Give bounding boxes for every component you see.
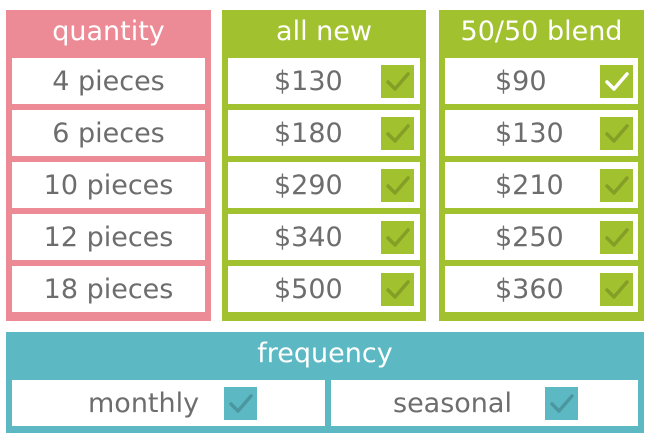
checkmark-icon[interactable] [224,387,257,420]
blend-row: $210 [445,162,638,208]
price-label: $360 [495,274,564,305]
checkmark-icon[interactable] [545,387,578,420]
quantity-row: 4 pieces [12,58,205,104]
frequency-option-seasonal: seasonal [331,380,638,426]
checkmark-icon[interactable] [600,169,633,202]
blend-row: $90 [445,58,638,104]
checkmark-icon[interactable] [381,221,414,254]
quantity-row: 6 pieces [12,110,205,156]
quantity-label: 4 pieces [52,66,165,97]
quantity-panel: quantity 4 pieces 6 pieces 10 pieces 12 … [6,10,211,321]
all-new-row: $130 [228,58,420,104]
price-label: $90 [495,66,547,97]
frequency-panel: frequency monthly seasonal [6,332,644,433]
all-new-panel: all new $130 $180 $290 $340 $500 [222,10,426,321]
quantity-label: 18 pieces [43,274,174,305]
all-new-row: $500 [228,266,420,312]
blend-row: $130 [445,110,638,156]
quantity-header: quantity [52,16,165,47]
quantity-row: 18 pieces [12,266,205,312]
blend-panel: 50/50 blend $90 $130 $210 $250 $360 [439,10,644,321]
quantity-row: 10 pieces [12,162,205,208]
quantity-label: 10 pieces [43,170,174,201]
price-label: $130 [274,66,343,97]
price-label: $500 [274,274,343,305]
all-new-header: all new [276,16,372,47]
price-label: $290 [274,170,343,201]
all-new-row: $180 [228,110,420,156]
checkmark-icon[interactable] [600,221,633,254]
quantity-row: 12 pieces [12,214,205,260]
checkmark-icon[interactable] [600,117,633,150]
checkmark-icon[interactable] [381,117,414,150]
frequency-label: monthly [88,388,200,419]
checkmark-icon[interactable] [381,169,414,202]
checkmark-icon[interactable] [381,65,414,98]
checkmark-icon[interactable] [381,273,414,306]
frequency-label: seasonal [393,388,512,419]
frequency-header: frequency [257,338,393,369]
frequency-option-monthly: monthly [12,380,325,426]
price-label: $180 [274,118,343,149]
price-label: $340 [274,222,343,253]
checkmark-icon[interactable] [600,273,633,306]
price-label: $250 [495,222,564,253]
blend-row: $250 [445,214,638,260]
price-label: $210 [495,170,564,201]
blend-header: 50/50 blend [460,16,623,47]
price-label: $130 [495,118,564,149]
all-new-row: $340 [228,214,420,260]
checkmark-icon[interactable] [600,65,633,98]
all-new-row: $290 [228,162,420,208]
quantity-label: 6 pieces [52,118,165,149]
blend-row: $360 [445,266,638,312]
quantity-label: 12 pieces [43,222,174,253]
